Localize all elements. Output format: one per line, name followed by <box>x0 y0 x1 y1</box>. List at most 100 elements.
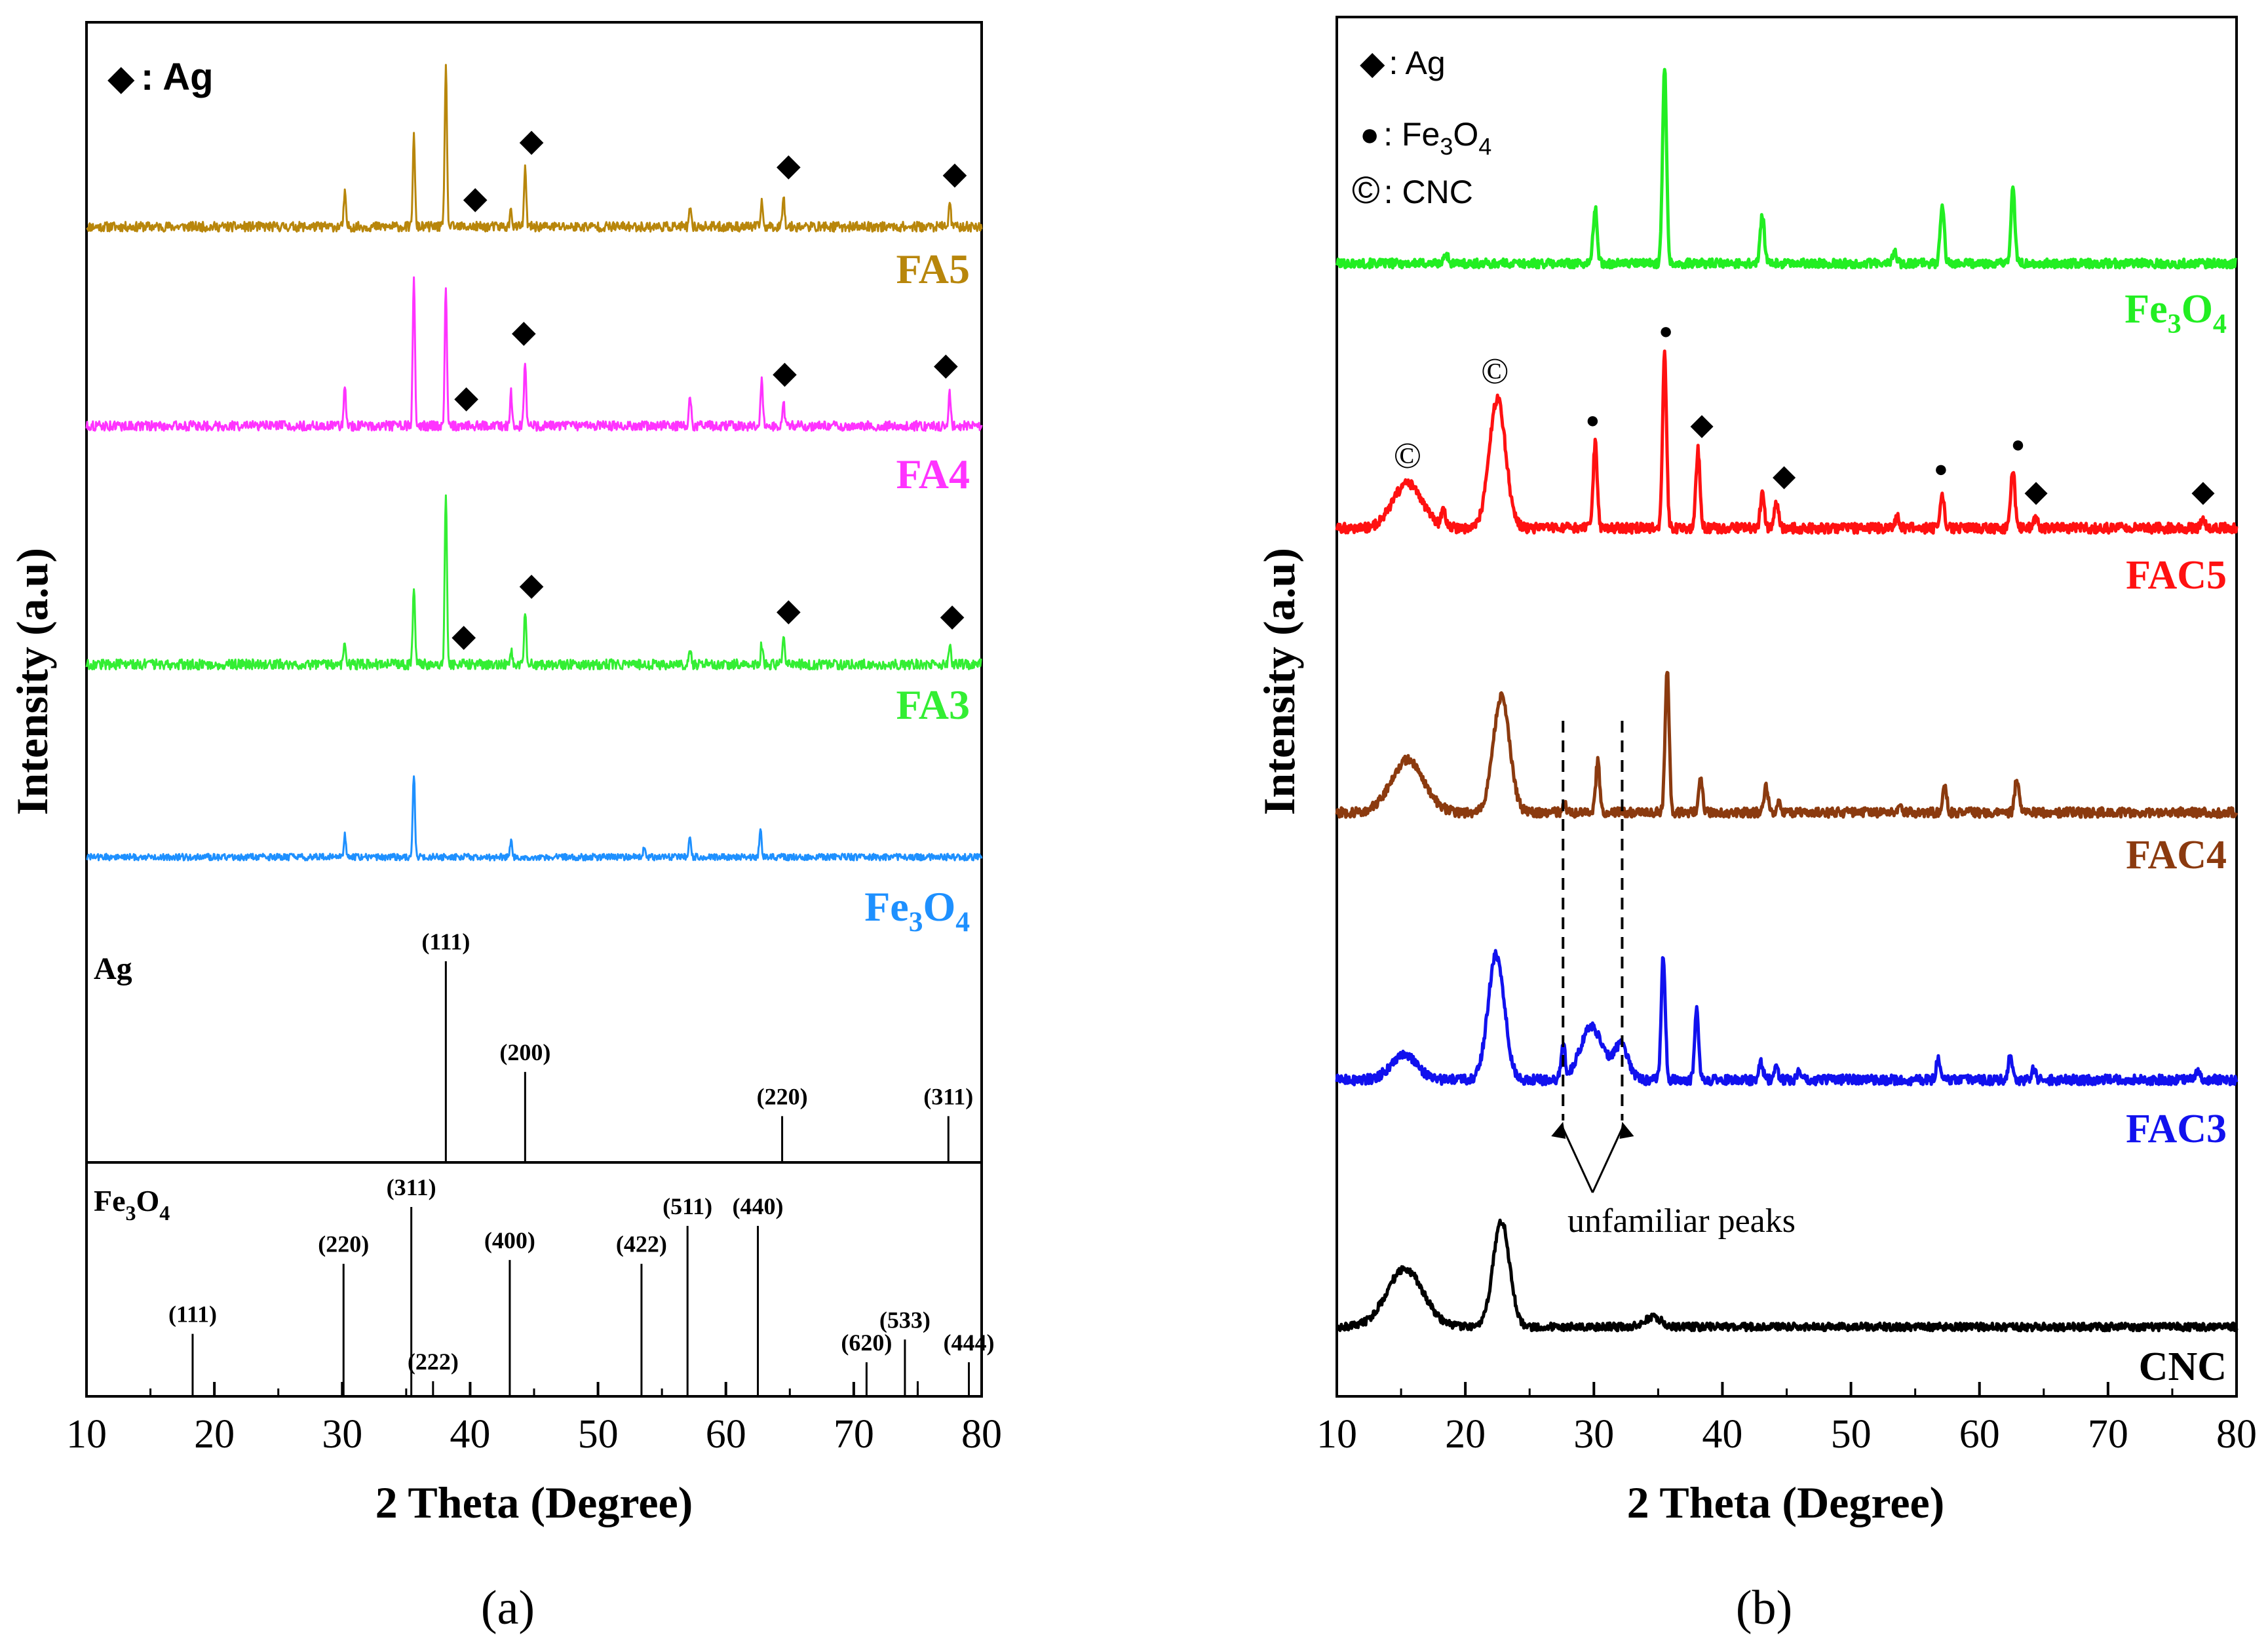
panel-a-ref-fe3o4-hkl: (422) <box>616 1231 667 1257</box>
panel-a-y-axis-label: Intensity (a.u) <box>7 548 57 815</box>
panel-b-peak-marker: ◆ <box>2024 474 2048 508</box>
panel-b-x-tick-label: 60 <box>1959 1412 2000 1457</box>
panel-b-series-label-fac4: FAC4 <box>2126 833 2227 877</box>
panel-b-x-tick-label: 50 <box>1831 1412 1872 1457</box>
panel-b-peak-marker: © <box>1481 351 1509 392</box>
panel-a-ref-fe3o4-hkl: (111) <box>168 1301 217 1328</box>
panel-a-caption: (a) <box>481 1581 535 1635</box>
panel-b-series-line-fe3o4 <box>1335 67 2238 270</box>
panel-b-x-axis-label: 2 Theta (Degree) <box>1627 1478 1945 1527</box>
panel-b-x-tick-label: 10 <box>1317 1412 1357 1457</box>
panel-b-markers-group: © © ● ● ◆ ◆ ● ● ◆ ◆ <box>1394 318 2216 508</box>
panel-a-peak-marker: ◆ <box>454 380 478 415</box>
panel-b-series-label-cnc: CNC <box>2139 1345 2227 1389</box>
panel-a-series-labels-group: FA5 FA4 FA3 Fe3O4 <box>864 246 970 938</box>
panel-a-peak-marker: ◆ <box>512 315 536 349</box>
panel-a-reference-fe3o4-group: (111) (220) (311) (222) (400) (422) (511) (440)… <box>168 1174 994 1396</box>
panel-b-series-label-fe3o4: Fe3O4 <box>2124 287 2227 339</box>
panel-a-ticks-group: 10 20 30 40 50 60 70 80 <box>66 1382 1002 1457</box>
panel-b-peak-marker: ◆ <box>1690 408 1714 441</box>
panel-a-peak-marker: ◆ <box>934 347 958 382</box>
panel-b-peak-marker: ● <box>1934 456 1948 482</box>
panel-a-series-line-fa5 <box>86 64 983 233</box>
panel-a-ref-ag-hkl: (311) <box>923 1083 973 1109</box>
panel-b-legend-fe3o4: ●: Fe3O4 <box>1360 116 1491 160</box>
panel-b: © © ● ● ◆ ◆ ● ● ◆ ◆ Fe3O4 FAC5 FAC4 FAC3 CNC unfamili… <box>1254 16 2257 1635</box>
panel-b-series-line-fac4 <box>1335 670 2239 819</box>
panel-a-peak-marker: ◆ <box>520 567 544 602</box>
panel-b-series-line-fac5 <box>1335 349 2239 535</box>
panel-a-series-line-fe3o4 <box>86 775 983 862</box>
panel-a-series-line-fa3 <box>85 494 982 671</box>
panel-b-annotation-text: unfamiliar peaks <box>1567 1202 1796 1240</box>
panel-a-series-label-fa3: FA3 <box>896 681 970 728</box>
panel-a-ref-fe3o4-hkl: (511) <box>663 1193 712 1219</box>
panel-a-legend-symbol: ◆ <box>107 58 135 98</box>
panel-a-ref-fe3o4-hkl: (222) <box>408 1349 459 1375</box>
panel-a-ref-fe3o4-hkl: (400) <box>484 1227 535 1254</box>
panel-a-markers-group: ◆ ◆ ◆ ◆ ◆ ◆ ◆ ◆ ◆ ◆ ◆ ◆ <box>452 124 967 654</box>
panel-a-x-axis-label: 2 Theta (Degree) <box>375 1478 693 1527</box>
panel-a-series-label-fa5: FA5 <box>896 246 970 292</box>
panel-a-series-label-fa4: FA4 <box>896 451 970 497</box>
panel-b-series-group <box>1335 67 2239 1333</box>
panel-a-ref-ag-hkl: (111) <box>421 928 470 955</box>
panel-b-legend-ag: ◆: Ag <box>1360 45 1446 81</box>
panel-a-x-tick-label: 60 <box>706 1412 746 1457</box>
panel-a-x-tick-label: 30 <box>322 1412 362 1457</box>
panel-b-frame <box>1336 16 2238 1398</box>
panel-b-annotation-arrow <box>1591 1128 1623 1193</box>
panel-a-ref-fe3o4-hkl: (311) <box>387 1174 436 1200</box>
panel-b-series-line-cnc <box>1335 1218 2239 1333</box>
panel-a-ref-fe3o4-hkl: (620) <box>841 1330 892 1356</box>
panel-b-x-tick-label: 80 <box>2216 1412 2257 1457</box>
panel-a-ref-fe3o4-label: Fe3O4 <box>94 1184 170 1225</box>
panel-a-x-tick-label: 80 <box>961 1412 1002 1457</box>
panel-a-peak-marker: ◆ <box>452 619 476 653</box>
panel-a-x-tick-label: 10 <box>66 1412 107 1457</box>
panel-a-peak-marker: ◆ <box>773 356 797 391</box>
panel-b-caption: (b) <box>1736 1581 1792 1635</box>
panel-a-reference-ag-group: (111) (200) (220) (311) <box>421 928 973 1162</box>
panel-b-annotation-arrowhead <box>1551 1122 1566 1139</box>
panel-a-x-tick-label: 50 <box>578 1412 619 1457</box>
panel-a-peak-marker: ◆ <box>520 124 544 159</box>
panel-b-series-label-fac3: FAC3 <box>2126 1107 2227 1151</box>
panel-b-x-tick-label: 20 <box>1445 1412 1486 1457</box>
panel-b-x-tick-label: 40 <box>1702 1412 1742 1457</box>
panel-a-ref-ag-label: Ag <box>94 951 132 986</box>
panel-a-peak-marker: ◆ <box>777 148 801 183</box>
panel-a-series-group <box>85 64 983 862</box>
panel-a-ref-ag-hkl: (220) <box>757 1083 808 1109</box>
panel-b-legend: ◆: Ag ●: Fe3O4 ©: CNC <box>1352 45 1491 212</box>
panel-a-peak-marker: ◆ <box>940 598 965 633</box>
panel-a-legend-text: : Ag <box>141 56 214 98</box>
panel-a-peak-marker: ◆ <box>463 181 488 216</box>
panel-a-peak-marker: ◆ <box>777 593 801 628</box>
panel-b-peak-marker: © <box>1394 436 1422 476</box>
panel-a-series-line-fa4 <box>85 276 983 432</box>
panel-a-ref-fe3o4-hkl: (533) <box>879 1307 931 1333</box>
panel-a-x-tick-label: 20 <box>194 1412 235 1457</box>
panel-a-x-tick-label: 70 <box>834 1412 874 1457</box>
panel-b-x-tick-label: 70 <box>2088 1412 2128 1457</box>
panel-b-annotation-group: unfamiliar peaks <box>1551 721 1796 1240</box>
panel-a-peak-marker: ◆ <box>943 157 967 191</box>
panel-b-x-tick-label: 30 <box>1573 1412 1614 1457</box>
panel-b-peak-marker: ◆ <box>2191 474 2215 508</box>
panel-a-ref-fe3o4-hkl: (440) <box>733 1193 784 1219</box>
panel-b-peak-marker: ◆ <box>1773 459 1796 492</box>
panel-b-legend-cnc: ©: CNC <box>1352 169 1473 212</box>
panel-b-annotation-arrowhead <box>1619 1122 1634 1139</box>
panel-a-x-tick-label: 40 <box>450 1412 490 1457</box>
panel-b-y-axis-label: Intensity (a.u) <box>1254 548 1304 815</box>
panel-b-peak-marker: ● <box>1659 318 1673 344</box>
panel-b-series-labels-group: Fe3O4 FAC5 FAC4 FAC3 CNC <box>2124 287 2227 1389</box>
panel-a: ◆ ◆ ◆ ◆ ◆ ◆ ◆ ◆ ◆ ◆ ◆ ◆ FA5 FA4 FA3 Fe3O4 (111) (200) (2… <box>7 21 1002 1635</box>
panel-b-series-line-fac3 <box>1335 949 2239 1086</box>
panel-a-ref-fe3o4-hkl: (444) <box>943 1330 994 1356</box>
panel-b-ticks-group: 10 20 30 40 50 60 70 80 <box>1317 1382 2257 1457</box>
panel-a-series-label-fe3o4: Fe3O4 <box>864 883 970 938</box>
panel-b-peak-marker: ● <box>1585 407 1600 433</box>
